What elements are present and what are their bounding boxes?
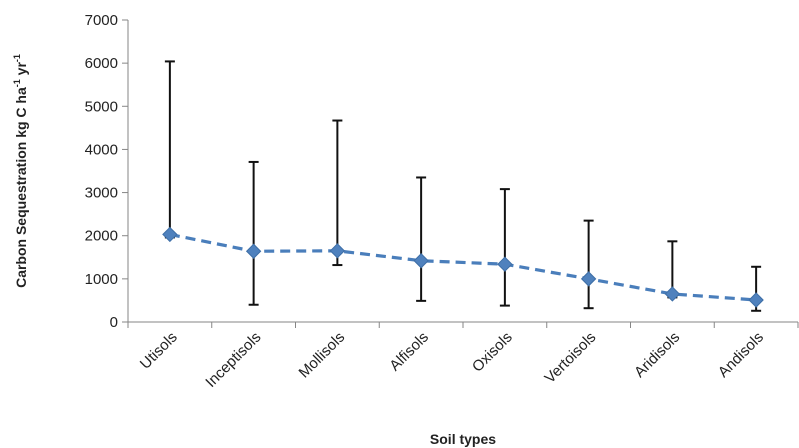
y-axis-title-sup1: -1 — [12, 79, 22, 87]
x-category-label: Utisols — [137, 329, 181, 373]
x-category-label: Andisols — [715, 329, 767, 381]
data-point-marker — [162, 226, 178, 243]
x-category-label: Aridisols — [631, 329, 683, 381]
x-category-label: Alfisols — [386, 329, 432, 375]
series-line — [169, 232, 757, 302]
y-tick-label: 7000 — [85, 12, 118, 29]
x-category-label: Vertoisols — [541, 329, 599, 387]
y-tick-label: 3000 — [85, 185, 118, 202]
data-point-marker — [748, 292, 764, 308]
data-point-marker — [497, 256, 513, 272]
series — [162, 226, 764, 308]
data-point-marker — [413, 253, 429, 269]
y-axis-title-main: Carbon Sequestration kg C ha — [13, 87, 29, 288]
y-tick-label: 2000 — [85, 228, 118, 245]
data-point-marker — [580, 271, 597, 287]
x-category-label: Inceptisols — [202, 329, 264, 391]
y-tick-label: 1000 — [85, 271, 118, 288]
y-axis: 0 1000 2000 3000 4000 5000 6000 7000 — [85, 12, 129, 331]
x-category-label: Oxisols — [469, 329, 516, 376]
y-tick-label: 4000 — [85, 141, 118, 158]
error-bars — [164, 60, 762, 312]
y-tick-label: 5000 — [85, 98, 118, 115]
data-point-marker — [664, 286, 681, 302]
y-axis-title: Carbon Sequestration kg C ha-1 yr-1 — [12, 54, 29, 288]
x-category-label: Mollisols — [296, 329, 349, 382]
data-point-marker — [245, 243, 262, 259]
y-tick-label: 0 — [110, 314, 118, 331]
y-tick-label: 6000 — [85, 55, 118, 72]
x-axis: Utisols Inceptisols Mollisols Alfisols Oxiso… — [127, 321, 799, 391]
data-point-marker — [329, 243, 346, 259]
x-axis-title: Soil types — [430, 431, 496, 447]
y-axis-title-mid: yr — [13, 62, 29, 80]
y-axis-title-sup2: -1 — [12, 54, 22, 62]
